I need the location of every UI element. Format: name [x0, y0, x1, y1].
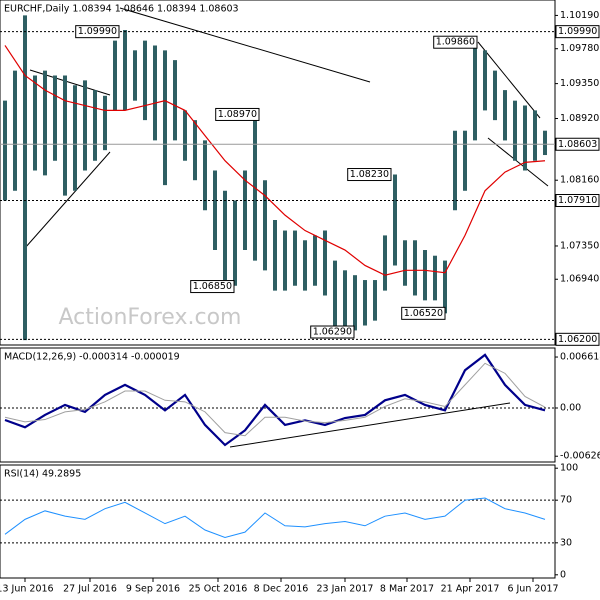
- series-line: [4, 353, 546, 447]
- watermark: ActionForex.com: [59, 305, 242, 330]
- y-tick-label: 1.09780: [560, 43, 599, 54]
- series-line: [4, 362, 546, 437]
- y-tick-label: 1.09350: [560, 78, 599, 89]
- current-price-box: [555, 137, 600, 151]
- annotation-box: [215, 107, 260, 121]
- y-tick-label: 1.06940: [560, 274, 599, 285]
- y-tick-label: 1.08160: [560, 175, 599, 186]
- macd-title: MACD(12,26,9) -0.000314 -0.000019: [4, 352, 180, 363]
- trend-line: [119, 7, 371, 83]
- annotation-label: 1.09990: [78, 26, 117, 37]
- price-line-box: [555, 25, 600, 39]
- y-tick-label: 0.006618: [560, 352, 600, 363]
- x-tick-label: 13 Jun 2016: [0, 584, 54, 595]
- chart-title: EURCHF,Daily 1.08394 1.08646 1.08394 1.0…: [4, 4, 239, 15]
- x-tick-label: 8 Mar 2017: [380, 584, 434, 595]
- trend-line: [24, 151, 111, 249]
- annotation-box: [310, 325, 355, 339]
- annotation-box: [190, 280, 235, 294]
- annotation-box: [401, 306, 446, 320]
- trend-lines: [24, 7, 549, 448]
- rsi-title: RSI(14) 49.2895: [4, 469, 81, 480]
- x-tick-label: 6 Jun 2017: [507, 584, 558, 595]
- annotation-label: 1.06850: [193, 281, 232, 292]
- annotation-label: 1.08230: [350, 169, 389, 180]
- annotation-box: [347, 168, 392, 182]
- trend-line: [29, 69, 111, 96]
- moving-average: [4, 45, 546, 276]
- price-line-label: 1.06200: [558, 334, 597, 345]
- trend-line: [487, 137, 549, 187]
- price-line-box: [555, 194, 600, 208]
- y-tick-label: 100: [560, 463, 578, 474]
- macd-panel: [0, 347, 556, 463]
- price-line-label: 1.09990: [558, 26, 597, 37]
- price-line-label: 1.07910: [558, 195, 597, 206]
- price-panel: [0, 0, 556, 346]
- y-tick-label: 1.10190: [560, 10, 599, 21]
- annotation-label: 1.06290: [313, 327, 352, 338]
- x-tick-label: 9 Sep 2016: [126, 584, 180, 595]
- trend-line: [229, 402, 511, 448]
- y-tick-label: -0.00626: [560, 451, 600, 462]
- annotation-box: [433, 35, 478, 49]
- annotation-label: 1.08970: [218, 109, 257, 120]
- y-tick-label: 30: [560, 537, 572, 548]
- annotation-box: [75, 25, 120, 39]
- y-tick-label: 70: [560, 495, 572, 506]
- x-tick-label: 21 Apr 2017: [441, 584, 500, 595]
- y-tick-label: 0: [560, 569, 566, 580]
- annotation-label: 1.09860: [436, 37, 475, 48]
- y-tick-label: 1.07350: [560, 240, 599, 251]
- series-line: [4, 497, 546, 539]
- x-tick-label: 23 Jan 2017: [317, 584, 374, 595]
- annotation-label: 1.06520: [404, 308, 443, 319]
- trend-line: [477, 41, 541, 119]
- y-tick-label: 1.08920: [560, 113, 599, 124]
- x-tick-label: 27 Jul 2016: [63, 584, 117, 595]
- current-price-label: 1.08603: [558, 139, 597, 150]
- rsi-panel: [0, 464, 556, 579]
- x-tick-label: 25 Oct 2016: [189, 584, 248, 595]
- x-tick-label: 8 Dec 2016: [254, 584, 309, 595]
- y-tick-label: 0.00: [560, 403, 581, 414]
- price-line-box: [555, 332, 600, 346]
